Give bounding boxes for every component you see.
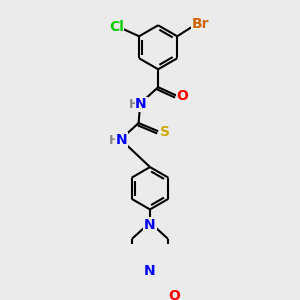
- Text: N: N: [144, 218, 156, 232]
- Text: H: H: [109, 134, 119, 147]
- Text: H: H: [128, 98, 139, 111]
- Text: N: N: [135, 97, 147, 111]
- Text: N: N: [144, 264, 156, 278]
- Text: N: N: [116, 133, 127, 147]
- Text: Cl: Cl: [109, 20, 124, 34]
- Text: O: O: [169, 289, 180, 300]
- Text: O: O: [177, 89, 188, 103]
- Text: S: S: [160, 125, 170, 139]
- Text: Br: Br: [192, 17, 210, 31]
